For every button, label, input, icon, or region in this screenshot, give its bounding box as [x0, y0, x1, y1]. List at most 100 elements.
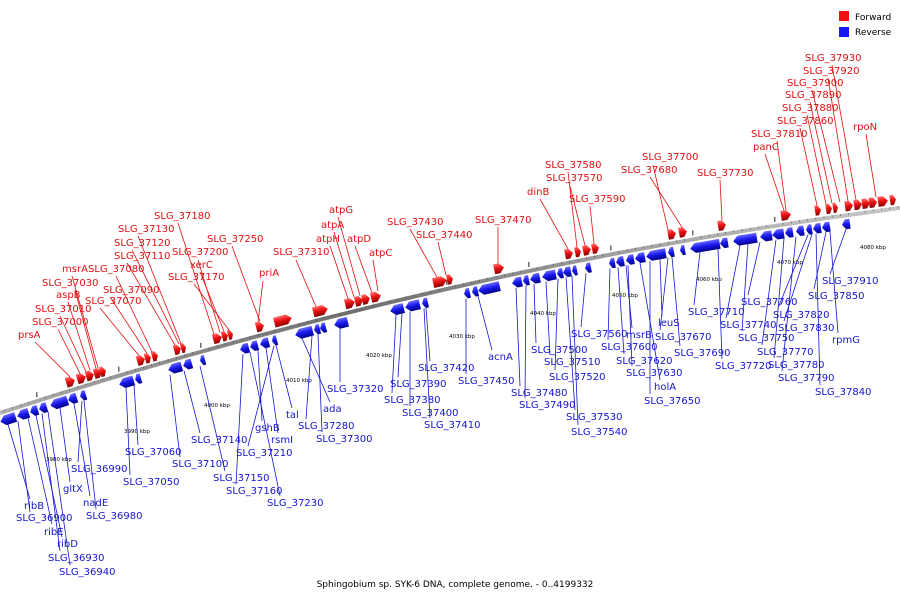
gene-label: SLG_37890 — [785, 90, 841, 101]
reverse-leader-line — [17, 421, 31, 513]
forward-leader-line — [199, 271, 225, 332]
gene-label: SLG_37500 — [531, 345, 587, 356]
gene-label: SLG_37580 — [545, 160, 601, 171]
reverse-gene-arrow — [68, 392, 79, 404]
forward-leader-line — [329, 245, 349, 299]
gene-label: SLG_36930 — [48, 553, 104, 564]
forward-leader-line — [57, 328, 81, 374]
gene-label: SLG_37490 — [519, 400, 575, 411]
gene-label: nadE — [83, 498, 108, 509]
reverse-leader-line — [545, 281, 551, 356]
gene-label: ribB — [24, 501, 44, 512]
reverse-leader-line — [169, 374, 181, 458]
forward-gene-arrow — [564, 248, 573, 260]
gene-label: SLG_37700 — [642, 152, 698, 163]
reverse-leader-line — [813, 232, 827, 290]
forward-gene-arrow — [92, 368, 102, 379]
gene-label: prsA — [18, 330, 41, 341]
reverse-leader-line — [571, 276, 579, 426]
forward-leader-line — [806, 114, 827, 205]
reverse-gene-arrow — [785, 227, 794, 238]
forward-gene-arrow — [877, 196, 888, 207]
gene-label: SLG_37630 — [626, 368, 682, 379]
kbp-label: 3980 kbp — [46, 457, 72, 463]
gene-label: SLG_37470 — [475, 215, 531, 226]
reverse-gene-arrow — [512, 276, 523, 288]
legend-forward-swatch — [839, 11, 849, 21]
gene-label: SLG_37910 — [822, 276, 878, 287]
gene-label: SLG_37390 — [390, 379, 446, 390]
gene-label: SLG_37760 — [741, 297, 797, 308]
reverse-leader-line — [83, 400, 97, 510]
reverse-leader-line — [317, 334, 323, 433]
gene-label: SLG_37450 — [458, 376, 514, 387]
forward-gene-arrow — [75, 373, 86, 385]
gene-label: holA — [654, 382, 676, 393]
reverse-gene-arrow — [720, 237, 729, 249]
gene-label: SLG_37710 — [688, 307, 744, 318]
forward-leader-line — [865, 133, 877, 198]
gene-label: priA — [259, 268, 279, 279]
forward-leader-line — [649, 176, 683, 228]
reverse-gene-arrow — [668, 246, 675, 258]
gene-label: SLG_36990 — [71, 464, 127, 475]
reverse-gene-arrow — [314, 323, 322, 335]
forward-gene-arrow — [825, 203, 832, 215]
label-leaders — [7, 64, 877, 566]
reverse-leader-line — [717, 249, 723, 360]
reverse-gene-arrow — [635, 252, 646, 263]
gene-label: SLG_37900 — [787, 78, 843, 89]
reverse-gene-arrow — [760, 230, 773, 242]
forward-leader-line — [409, 228, 438, 278]
forward-gene-arrow — [84, 370, 94, 382]
gene-label: SLG_37860 — [777, 116, 833, 127]
scale-ticks — [3, 204, 899, 412]
reverse-leader-line — [423, 308, 431, 419]
gene-label: SLG_37140 — [191, 435, 247, 446]
reverse-leader-line — [275, 345, 293, 409]
reverse-leader-line — [693, 252, 701, 306]
forward-leader-line — [131, 249, 180, 345]
forward-leader-line — [231, 245, 261, 322]
kbp-label: 4010 kbp — [286, 378, 312, 384]
reverse-gene-arrow — [422, 297, 430, 308]
reverse-gene-arrow — [39, 402, 49, 414]
forward-gene-arrow — [678, 227, 687, 238]
gene-label: SLG_37740 — [720, 320, 776, 331]
forward-gene-arrow — [211, 333, 222, 345]
reverse-leader-line — [257, 350, 263, 422]
gene-label: SLG_37540 — [571, 427, 627, 438]
forward-gene-arrow — [493, 263, 504, 275]
forward-leader-line — [197, 259, 221, 333]
forward-leader-line — [437, 241, 447, 276]
gene-label: SLG_37480 — [511, 388, 567, 399]
gene-label: leuS — [658, 318, 680, 329]
reverse-leader-line — [47, 411, 71, 566]
reverse-gene-arrow — [250, 340, 260, 352]
gene-label: SLG_37380 — [384, 395, 440, 406]
reverse-gene-arrow — [272, 335, 279, 346]
reverse-leader-line — [391, 314, 397, 394]
reverse-leader-line — [235, 354, 244, 485]
forward-gene-arrow — [832, 202, 838, 214]
reverse-gene-arrow — [813, 222, 822, 234]
gene-label: SLG_37830 — [778, 323, 834, 334]
forward-leader-line — [827, 77, 849, 202]
legend-forward-label: Forward — [855, 13, 891, 23]
gene-label: atpH — [316, 234, 340, 245]
reverse-gene-arrow — [572, 265, 578, 276]
reverse-gene-arrow — [119, 375, 136, 388]
gene-label: SLG_37320 — [327, 384, 383, 395]
reverse-leader-line — [77, 400, 83, 463]
reverse-leader-line — [725, 245, 741, 319]
reverse-leader-line — [477, 295, 493, 351]
gene-track — [0, 194, 896, 426]
reverse-leader-line — [829, 229, 847, 275]
forward-gene-arrow — [226, 329, 233, 341]
gene-label: msrA — [62, 264, 88, 275]
forward-gene-arrow — [273, 314, 292, 328]
legend: Forward Reverse — [839, 11, 892, 38]
genome-caption: Sphingobium sp. SYK-6 DNA, complete geno… — [317, 580, 594, 590]
gene-label: gltX — [63, 484, 83, 495]
